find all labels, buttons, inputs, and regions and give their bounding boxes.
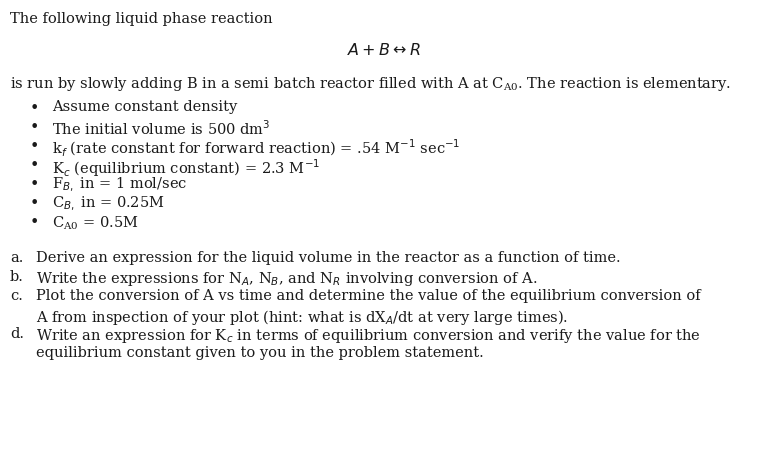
Text: c.: c. <box>10 289 23 303</box>
Text: •: • <box>30 100 39 117</box>
Text: A from inspection of your plot (hint: what is dX$_A$/dt at very large times).: A from inspection of your plot (hint: wh… <box>36 308 568 327</box>
Text: •: • <box>30 119 39 136</box>
Text: •: • <box>30 176 39 193</box>
Text: Derive an expression for the liquid volume in the reactor as a function of time.: Derive an expression for the liquid volu… <box>36 251 621 265</box>
Text: Assume constant density: Assume constant density <box>52 100 238 114</box>
Text: C$_{\mathregular{A0}}$ = 0.5M: C$_{\mathregular{A0}}$ = 0.5M <box>52 214 138 232</box>
Text: •: • <box>30 138 39 155</box>
Text: d.: d. <box>10 327 24 341</box>
Text: K$_c$ (equilibrium constant) = 2.3 M$^{-1}$: K$_c$ (equilibrium constant) = 2.3 M$^{-… <box>52 157 320 179</box>
Text: The following liquid phase reaction: The following liquid phase reaction <box>10 12 273 26</box>
Text: Write an expression for K$_c$ in terms of equilibrium conversion and verify the : Write an expression for K$_c$ in terms o… <box>36 327 701 345</box>
Text: •: • <box>30 157 39 174</box>
Text: is run by slowly adding B in a semi batch reactor filled with A at C$_{\mathregu: is run by slowly adding B in a semi batc… <box>10 75 731 93</box>
Text: •: • <box>30 195 39 212</box>
Text: The initial volume is 500 dm$^3$: The initial volume is 500 dm$^3$ <box>52 119 271 138</box>
Text: •: • <box>30 214 39 231</box>
Text: Plot the conversion of A vs time and determine the value of the equilibrium conv: Plot the conversion of A vs time and det… <box>36 289 701 303</box>
Text: equilibrium constant given to you in the problem statement.: equilibrium constant given to you in the… <box>36 346 484 360</box>
Text: C$_{B,}$ in = 0.25M: C$_{B,}$ in = 0.25M <box>52 195 165 213</box>
Text: a.: a. <box>10 251 23 265</box>
Text: F$_{B,}$ in = 1 mol/sec: F$_{B,}$ in = 1 mol/sec <box>52 176 188 194</box>
Text: $A + B \leftrightarrow R$: $A + B \leftrightarrow R$ <box>347 42 421 59</box>
Text: b.: b. <box>10 270 24 284</box>
Text: Write the expressions for N$_A$, N$_B$, and N$_R$ involving conversion of A.: Write the expressions for N$_A$, N$_B$, … <box>36 270 538 288</box>
Text: k$_f$ (rate constant for forward reaction) = .54 M$^{-1}$ sec$^{-1}$: k$_f$ (rate constant for forward reactio… <box>52 138 461 159</box>
